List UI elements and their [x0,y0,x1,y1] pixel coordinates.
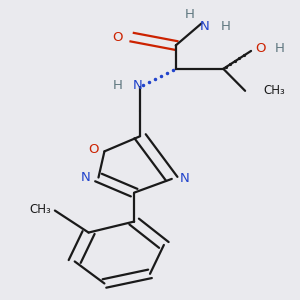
Text: H: H [275,42,285,55]
Text: N: N [133,79,143,92]
Text: H: H [185,8,195,21]
Text: N: N [200,20,210,33]
Text: N: N [180,172,190,185]
Text: CH₃: CH₃ [29,203,51,216]
Text: H: H [220,20,230,33]
Text: CH₃: CH₃ [263,84,285,97]
Text: O: O [88,143,98,156]
Text: O: O [112,31,122,44]
Text: N: N [81,171,91,184]
Text: O: O [255,42,266,55]
Text: H: H [112,79,122,92]
